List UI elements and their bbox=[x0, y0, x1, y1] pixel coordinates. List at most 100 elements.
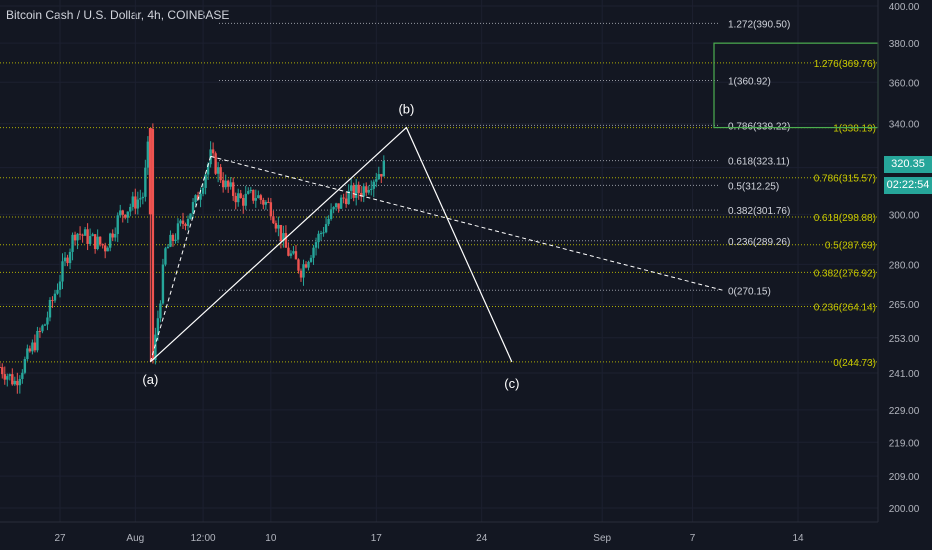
candle-body bbox=[1, 367, 4, 375]
candle-body bbox=[367, 189, 370, 193]
candle-body bbox=[161, 264, 165, 304]
candle-body bbox=[206, 164, 210, 175]
candle-body bbox=[322, 232, 325, 234]
candle-body bbox=[53, 293, 57, 301]
y-tick-label: 340.00 bbox=[889, 120, 920, 131]
candle-body bbox=[63, 257, 67, 262]
candle-body bbox=[46, 317, 49, 325]
candle-body bbox=[254, 198, 257, 201]
candle-body bbox=[289, 253, 293, 256]
candle-body bbox=[267, 201, 270, 203]
candle-body bbox=[148, 127, 152, 215]
candle-body bbox=[319, 233, 323, 235]
candle-body bbox=[252, 189, 255, 201]
fib-label-yellow: 0.382(276.92) bbox=[814, 268, 876, 279]
candle-body bbox=[43, 324, 47, 326]
y-tick-label: 219.00 bbox=[889, 438, 920, 449]
candle-body bbox=[166, 246, 170, 249]
candle-body bbox=[154, 334, 157, 361]
candle-body bbox=[365, 186, 368, 193]
candle-body bbox=[199, 193, 202, 200]
candle-body bbox=[26, 348, 29, 360]
candle-body bbox=[76, 233, 79, 241]
candle-body bbox=[347, 190, 350, 205]
candle-body bbox=[48, 299, 52, 318]
current-price-tag: 320.35 bbox=[884, 156, 932, 173]
candle-body bbox=[277, 224, 280, 229]
candle-body bbox=[121, 210, 124, 215]
candles bbox=[0, 123, 386, 394]
fib-label-yellow: 0.618(298.88) bbox=[814, 213, 876, 224]
candle-body bbox=[141, 196, 145, 199]
fib-label-yellow: 0.5(287.69) bbox=[825, 241, 876, 252]
candle-body bbox=[0, 366, 1, 368]
candle-body bbox=[88, 236, 92, 244]
candle-body bbox=[349, 185, 353, 191]
candle-body bbox=[337, 203, 340, 209]
x-tick-label: 27 bbox=[54, 533, 66, 544]
candle-body bbox=[6, 376, 9, 380]
candle-body bbox=[136, 199, 140, 209]
candle-body bbox=[164, 248, 167, 265]
candle-body bbox=[355, 184, 358, 198]
candle-body bbox=[211, 149, 215, 154]
candle-body bbox=[332, 207, 335, 210]
candle-body bbox=[181, 220, 185, 224]
candle-body bbox=[297, 259, 300, 271]
candle-body bbox=[98, 236, 102, 245]
candle-body bbox=[294, 251, 298, 260]
x-tick-label: 14 bbox=[792, 533, 804, 544]
candle-body bbox=[219, 167, 222, 181]
candle-body bbox=[327, 218, 330, 225]
candle-body bbox=[126, 211, 129, 218]
drawings[interactable]: (a) (b) (c) bbox=[142, 102, 723, 391]
dashed-trendline bbox=[210, 155, 723, 291]
candle-body bbox=[11, 374, 14, 385]
candle-body bbox=[229, 182, 232, 187]
candle-body bbox=[86, 229, 89, 244]
candle-body bbox=[51, 299, 54, 301]
y-tick-label: 280.00 bbox=[889, 260, 920, 271]
candle-body bbox=[21, 372, 24, 379]
candle-body bbox=[234, 195, 237, 203]
grid bbox=[0, 0, 878, 522]
candle-body bbox=[239, 193, 242, 199]
candle-body bbox=[226, 180, 230, 187]
candle-body bbox=[13, 380, 17, 385]
y-tick-label: 265.00 bbox=[889, 300, 920, 311]
candle-body bbox=[274, 223, 278, 229]
y-tick-label: 209.00 bbox=[889, 472, 920, 483]
candle-body bbox=[314, 242, 318, 248]
candle-body bbox=[269, 202, 273, 217]
candle-body bbox=[282, 233, 285, 242]
fib-label-white: 0.5(312.25) bbox=[728, 181, 779, 192]
candle-body bbox=[91, 234, 94, 237]
candle-body bbox=[8, 374, 11, 377]
candle-body bbox=[287, 247, 290, 256]
candle-body bbox=[309, 257, 313, 262]
candle-body bbox=[279, 224, 283, 242]
fibonacci-levels[interactable]: 1.272(390.50) 1(360.92) 0.786(339.22) 0.618… bbox=[0, 19, 878, 369]
candle-body bbox=[129, 206, 132, 212]
axes: 400.00380.00360.00340.00320.00300.00280.… bbox=[0, 0, 920, 544]
candle-body bbox=[186, 218, 190, 227]
candle-body bbox=[23, 359, 27, 373]
candle-body bbox=[237, 193, 240, 203]
candle-body bbox=[292, 251, 295, 254]
candle-body bbox=[116, 215, 119, 234]
candle-body bbox=[119, 210, 122, 216]
fib-label-yellow: 0.236(264.14) bbox=[814, 303, 876, 314]
y-tick-label: 380.00 bbox=[889, 39, 920, 50]
candle-body bbox=[36, 330, 39, 351]
candle-body bbox=[262, 199, 265, 205]
candle-body bbox=[103, 245, 107, 252]
y-tick-label: 229.00 bbox=[889, 406, 920, 417]
candle-body bbox=[61, 261, 64, 282]
candle-body bbox=[244, 193, 247, 206]
candle-body bbox=[284, 233, 288, 248]
candle-body bbox=[151, 129, 155, 361]
candle-body bbox=[329, 209, 333, 219]
candle-body bbox=[342, 197, 345, 199]
candle-body bbox=[139, 198, 142, 200]
